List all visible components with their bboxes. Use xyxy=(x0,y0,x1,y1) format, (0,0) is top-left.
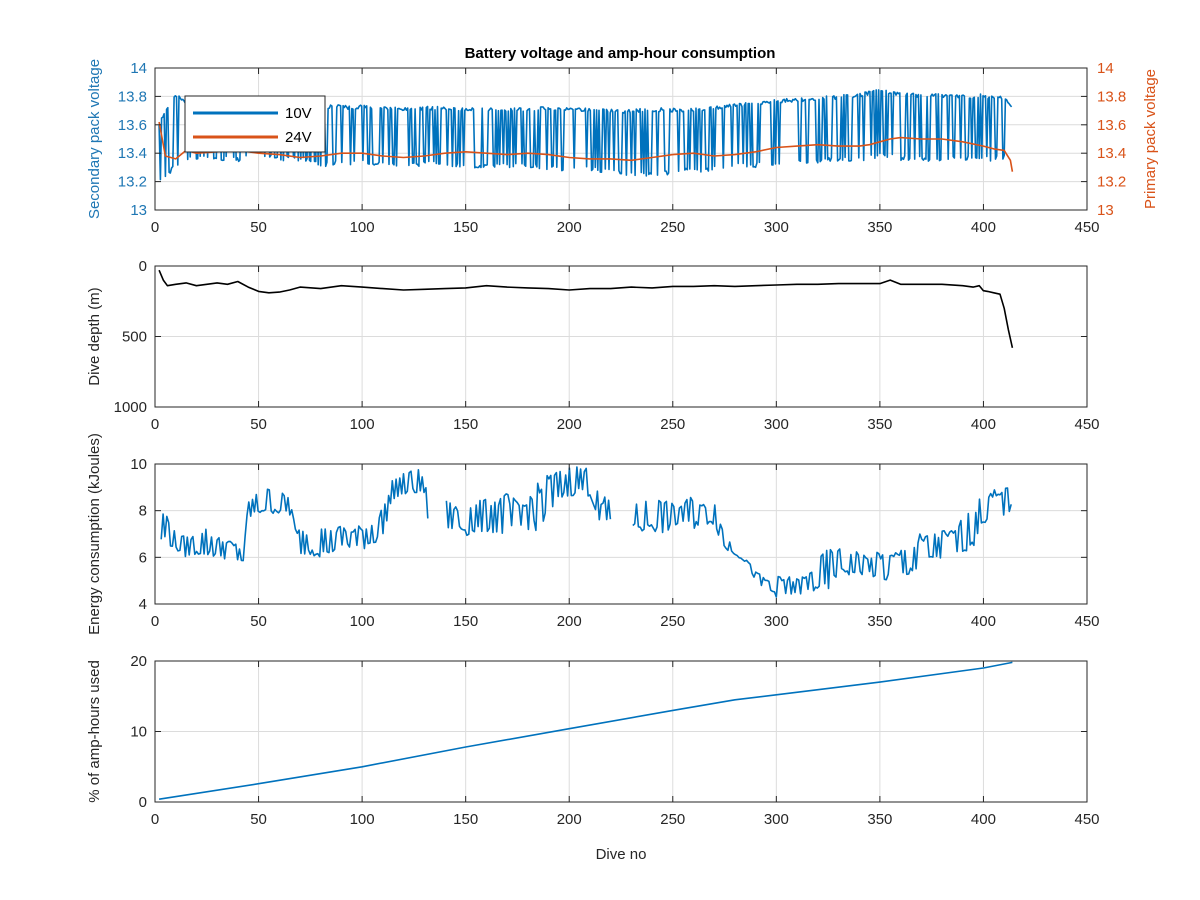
voltage-series-24v xyxy=(158,121,1014,172)
depth-ytick-label: 500 xyxy=(122,329,147,346)
voltage-xtick-label: 0 xyxy=(151,219,159,236)
energy-xtick-label: 450 xyxy=(1074,613,1099,630)
voltage-ytick-right-label: 13.8 xyxy=(1097,88,1126,105)
depth-xtick-label: 350 xyxy=(867,416,892,433)
voltage-ytick-right-label: 14 xyxy=(1097,60,1114,77)
amp-hours-xtick-label: 400 xyxy=(971,811,996,828)
figure-title: Battery voltage and amp-hour consumption xyxy=(465,45,776,62)
energy-panel: 0 50 100 150 200 250 300 350 400 450 4 6 8 10 Energy c… xyxy=(86,433,1100,635)
depth-xtick-label: 300 xyxy=(764,416,789,433)
energy-xtick-label: 150 xyxy=(453,613,478,630)
energy-ytick-label: 6 xyxy=(139,549,147,566)
amp-hours-xtick-label: 50 xyxy=(250,811,267,828)
energy-xtick-label: 100 xyxy=(350,613,375,630)
voltage-xtick-label: 450 xyxy=(1074,219,1099,236)
amp-hours-ytick-label: 20 xyxy=(130,653,147,670)
depth-xtick-label: 450 xyxy=(1074,416,1099,433)
legend-label-10v: 10V xyxy=(285,105,312,122)
amp-hours-xtick-label: 150 xyxy=(453,811,478,828)
depth-xtick-label: 200 xyxy=(557,416,582,433)
amp-hours-series-group xyxy=(158,661,1013,800)
depth-xtick-label: 50 xyxy=(250,416,267,433)
energy-xtick-label: 0 xyxy=(151,613,159,630)
energy-xtick-label: 350 xyxy=(867,613,892,630)
amp-hours-xtick-label: 0 xyxy=(151,811,159,828)
depth-xtick-label: 400 xyxy=(971,416,996,433)
voltage-ytick-label: 13 xyxy=(130,202,147,219)
depth-panel: 0 50 100 150 200 250 300 350 400 450 0 500 1000 Dive … xyxy=(86,258,1100,433)
voltage-xtick-label: 200 xyxy=(557,219,582,236)
voltage-xtick-label: 250 xyxy=(660,219,685,236)
voltage-ytick-label: 13.2 xyxy=(118,174,147,191)
energy-ytick-label: 8 xyxy=(139,503,147,520)
voltage-xtick-label: 50 xyxy=(250,219,267,236)
energy-xtick-label: 50 xyxy=(250,613,267,630)
amp-hours-xtick-label: 300 xyxy=(764,811,789,828)
legend-box xyxy=(184,95,326,153)
amp-hours-xtick-label: 200 xyxy=(557,811,582,828)
amp-hours-ytick-label: 10 xyxy=(130,724,147,741)
voltage-ytick-right-label: 13.4 xyxy=(1097,145,1126,162)
energy-ytick-label: 10 xyxy=(130,456,147,473)
depth-xtick-label: 0 xyxy=(151,416,159,433)
depth-series-line xyxy=(158,269,1014,348)
voltage-xtick-label: 300 xyxy=(764,219,789,236)
voltage-axes-frame xyxy=(154,67,1088,211)
voltage-ytick-label: 14 xyxy=(130,60,147,77)
voltage-ytick-right-label: 13 xyxy=(1097,202,1114,219)
legend-label-24v: 24V xyxy=(285,129,312,146)
voltage-xtick-label: 100 xyxy=(350,219,375,236)
voltage-panel: 0 50 100 150 200 250 300 350 400 4501313.213.413.… xyxy=(86,59,1159,236)
depth-ytick-label: 0 xyxy=(139,258,147,275)
energy-ytick-label: 4 xyxy=(139,596,147,613)
energy-xtick-label: 300 xyxy=(764,613,789,630)
energy-xtick-label: 200 xyxy=(557,613,582,630)
depth-ytick-label: 1000 xyxy=(114,399,147,416)
voltage-ytick-label: 13.8 xyxy=(118,88,147,105)
amp-hours-xtick-label: 250 xyxy=(660,811,685,828)
voltage-ylabel-right: Primary pack voltage xyxy=(1142,69,1159,209)
voltage-ytick-label: 13.6 xyxy=(118,117,147,134)
energy-ylabel: Energy consumption (kJoules) xyxy=(86,433,103,635)
energy-axes-frame xyxy=(154,463,1088,605)
voltage-xtick-label: 150 xyxy=(453,219,478,236)
amp-hours-ylabel: % of amp-hours used xyxy=(86,660,103,803)
voltage-ytick-label: 13.4 xyxy=(118,145,147,162)
depth-xtick-label: 250 xyxy=(660,416,685,433)
amp-hours-xlabel: Dive no xyxy=(596,846,647,863)
depth-xtick-label: 100 xyxy=(350,416,375,433)
depth-xtick-label: 150 xyxy=(453,416,478,433)
depth-series-group xyxy=(158,269,1014,348)
amp-hours-xtick-label: 100 xyxy=(350,811,375,828)
energy-xtick-label: 250 xyxy=(660,613,685,630)
amp-hours-xtick-label: 450 xyxy=(1074,811,1099,828)
amp-hours-xtick-label: 350 xyxy=(867,811,892,828)
voltage-xtick-label: 400 xyxy=(971,219,996,236)
voltage-ylabel: Secondary pack voltage xyxy=(86,59,103,219)
amp-hours-series-line xyxy=(158,661,1013,800)
voltage-ytick-right-label: 13.6 xyxy=(1097,117,1126,134)
energy-xtick-label: 400 xyxy=(971,613,996,630)
voltage-xtick-label: 350 xyxy=(867,219,892,236)
amp-hours-panel: 0 50 100 150 200 250 300 350 400 450 0 10 20 % of amp… xyxy=(86,653,1100,863)
voltage-ytick-right-label: 13.2 xyxy=(1097,174,1126,191)
amp-hours-ytick-label: 0 xyxy=(139,794,147,811)
energy-series-group xyxy=(160,466,1012,598)
energy-series-line xyxy=(160,466,1012,598)
depth-ylabel: Dive depth (m) xyxy=(86,287,103,385)
